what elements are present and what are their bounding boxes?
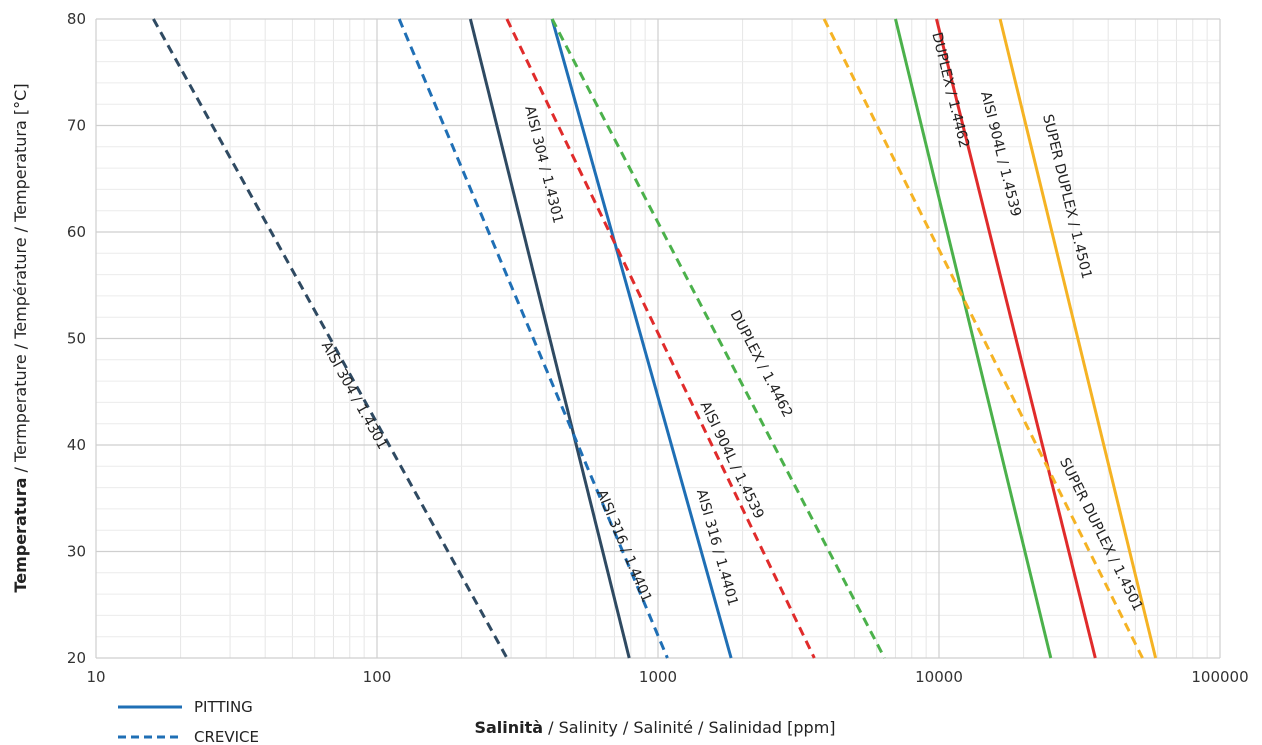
major-gridlines xyxy=(95,18,1221,659)
y-tick-label: 30 xyxy=(67,543,86,561)
y-tick-label: 20 xyxy=(67,649,86,667)
y-tick-label: 70 xyxy=(67,117,86,135)
series-line xyxy=(550,18,733,659)
x-tick-label: 100 xyxy=(363,668,392,686)
series-label: AISI 304 / 1.4301 xyxy=(318,339,390,452)
series-line xyxy=(894,18,1053,659)
series-label: SUPER DUPLEX / 1.4501 xyxy=(1039,113,1094,281)
y-tick-label: 60 xyxy=(67,223,86,241)
series-line xyxy=(397,18,669,659)
x-tick-label: 10 xyxy=(86,668,105,686)
legend-label-crevice: CREVICE xyxy=(194,728,259,745)
series-line xyxy=(998,18,1158,659)
x-axis-title: Salinità / Salinity / Salinité / Salinid… xyxy=(474,718,835,737)
legend: PITTING CREVICE xyxy=(118,698,259,745)
y-tick-label: 40 xyxy=(67,436,86,454)
series-label: AISI 904L / 1.4539 xyxy=(977,90,1023,218)
x-tick-label: 100000 xyxy=(1191,668,1248,686)
series-label: DUPLEX / 1.4462 xyxy=(928,31,971,150)
series-line xyxy=(468,18,631,659)
series-line xyxy=(935,18,1097,659)
legend-label-pitting: PITTING xyxy=(194,698,253,716)
tick-labels: 10 100 1000 10000 100000 20 30 40 50 60 70 80 xyxy=(67,10,1249,686)
series-layer xyxy=(152,18,1158,659)
y-tick-label: 80 xyxy=(67,10,86,28)
series-line xyxy=(152,18,509,659)
series-line xyxy=(550,18,886,659)
y-tick-label: 50 xyxy=(67,330,86,348)
series-line xyxy=(505,18,816,659)
x-tick-label: 10000 xyxy=(915,668,963,686)
series-label: SUPER DUPLEX / 1.4501 xyxy=(1056,455,1146,613)
series-label: AISI 304 / 1.4301 xyxy=(521,104,566,225)
series-label: DUPLEX / 1.4462 xyxy=(727,308,796,420)
x-tick-label: 1000 xyxy=(639,668,677,686)
y-axis-title: Temperatura / Termperature / Température… xyxy=(11,83,30,592)
